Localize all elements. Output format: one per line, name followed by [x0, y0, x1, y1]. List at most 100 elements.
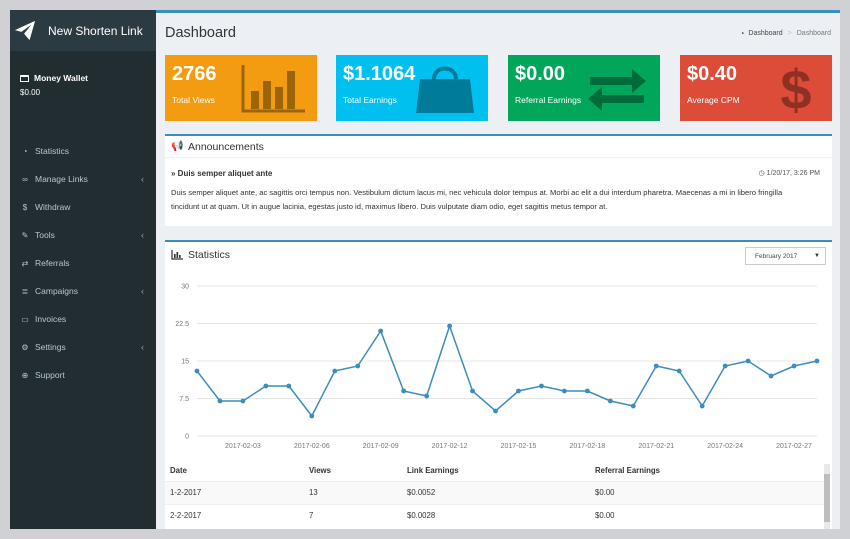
bar-chart-icon: [171, 250, 183, 260]
money-wallet: Money Wallet $0.00: [10, 51, 156, 137]
data-point: [722, 363, 728, 369]
sidebar-item-label: Settings: [35, 342, 66, 352]
total-earnings-box: $1.1064 Total Earnings: [336, 55, 488, 121]
x-tick-label: 2017-02-24: [707, 443, 743, 450]
referral-earnings-label: Referral Earnings: [515, 95, 582, 105]
data-point: [814, 358, 820, 364]
cell-views: 7: [304, 503, 402, 527]
data-point: [309, 413, 315, 419]
page-title: Dashboard: [165, 25, 236, 41]
average-cpm-value: $0.40: [687, 63, 738, 85]
bullhorn-icon: 📢: [171, 141, 184, 152]
sidebar-item-label: Support: [35, 370, 65, 380]
data-point: [791, 363, 797, 369]
data-point: [378, 328, 384, 334]
breadcrumb-home-link[interactable]: Dashboard: [748, 29, 783, 37]
sidebar-item-referrals[interactable]: ⇄ Referrals: [10, 249, 156, 277]
new-shorten-link-button[interactable]: New Shorten Link: [10, 10, 156, 51]
data-point: [768, 373, 774, 379]
svg-text:$: $: [780, 63, 811, 113]
column-header-referral-earnings: Referral Earnings: [590, 461, 825, 482]
statistics-title: Statistics: [188, 249, 231, 261]
sidebar-item-withdraw[interactable]: $ Withdraw: [10, 193, 156, 221]
data-point: [286, 383, 292, 389]
sidebar-item-label: Withdraw: [35, 202, 71, 212]
data-point: [516, 388, 521, 394]
sidebar-item-invoices[interactable]: ▭ Invoices: [10, 305, 156, 333]
announcement-body: Duis semper aliquet ante, ac sagittis or…: [171, 188, 783, 211]
cell-link-earnings: $0.0028: [402, 503, 590, 527]
sidebar-item-campaigns[interactable]: ≣ Campaigns ‹: [10, 277, 156, 305]
chevron-left-icon: ‹: [141, 174, 144, 184]
sidebar-item-label: Tools: [35, 230, 55, 240]
data-point: [562, 388, 567, 394]
referral-earnings-value: $0.00: [515, 63, 566, 85]
exchange-icon: [588, 69, 646, 111]
breadcrumb: ◔ Dashboard > Dashboard: [740, 29, 831, 38]
data-point: [584, 388, 590, 394]
referral-earnings-box: $0.00 Referral Earnings: [508, 55, 660, 121]
data-point: [194, 368, 200, 374]
column-header-link-earnings: Link Earnings: [402, 461, 590, 482]
sidebar: New Shorten Link Money Wallet $0.00 ◔ Sta…: [10, 10, 156, 529]
cell-referral-earnings: $0.00: [590, 480, 825, 504]
sidebar-item-manage-links[interactable]: ∞ Manage Links ‹: [10, 165, 156, 193]
x-tick-label: 2017-02-18: [569, 443, 605, 450]
sidebar-item-label: Invoices: [35, 314, 67, 324]
paper-plane-icon: [14, 20, 36, 40]
y-tick-label: 0: [185, 434, 189, 441]
sidebar-menu: ◔ Statistics ∞ Manage Links ‹ $ Withdraw ✎ To…: [10, 137, 156, 389]
total-earnings-label: Total Earnings: [343, 95, 397, 105]
chevron-left-icon: ‹: [141, 342, 144, 352]
data-point: [424, 393, 430, 399]
x-tick-label: 2017-02-03: [225, 443, 261, 450]
y-tick-label: 7.5: [179, 396, 189, 403]
wallet-title: Money Wallet: [34, 73, 88, 83]
scrollbar-thumb[interactable]: [824, 474, 830, 522]
total-earnings-value: $1.1064: [343, 63, 416, 85]
table-header-row: Date Views Link Earnings Referral Earnin…: [165, 461, 825, 482]
data-point: [332, 368, 338, 374]
y-tick-label: 30: [181, 284, 189, 291]
breadcrumb-current: Dashboard: [796, 29, 831, 37]
sidebar-item-tools[interactable]: ✎ Tools ‹: [10, 221, 156, 249]
sidebar-item-support[interactable]: ⊕ Support: [10, 361, 156, 389]
total-views-box: 2766 Total Views: [165, 55, 317, 121]
credit-card-icon: [20, 74, 29, 82]
new-shorten-link-label: New Shorten Link: [48, 23, 143, 38]
sidebar-item-statistics[interactable]: ◔ Statistics: [10, 137, 156, 165]
stat-boxes: 2766 Total Views $1.1064 Total Earnings: [165, 55, 832, 121]
dollar-icon: $: [780, 63, 811, 113]
statistics-table: Date Views Link Earnings Referral Earnin…: [165, 461, 825, 527]
main-content: Dashboard ◔ Dashboard > Dashboard 2766 T…: [156, 10, 840, 529]
sidebar-item-settings[interactable]: ⚙ Settings ‹: [10, 333, 156, 361]
announcement-date-text: 1/20/17, 3:26 PM: [766, 170, 820, 177]
data-point: [447, 323, 452, 329]
cell-date: 1-2-2017: [165, 480, 304, 504]
sidebar-item-label: Manage Links: [35, 174, 88, 184]
caret-down-icon: ▼: [814, 253, 820, 259]
cell-referral-earnings: $0.00: [590, 503, 825, 527]
statistics-panel: Statistics February 2017 ▼ 0 7.5 15 22.5 30 2…: [165, 240, 832, 529]
sidebar-item-label: Referrals: [35, 258, 70, 268]
dollar-icon: $: [22, 202, 28, 212]
data-point: [470, 388, 475, 394]
life-ring-icon: ⊕: [21, 370, 29, 380]
wrench-icon: ✎: [21, 230, 29, 240]
total-views-value: 2766: [172, 63, 217, 85]
chevron-left-icon: ‹: [141, 230, 144, 240]
month-select-value: February 2017: [755, 252, 798, 260]
data-point: [653, 363, 659, 369]
data-point: [263, 383, 269, 389]
data-point: [630, 403, 636, 409]
table-scrollbar[interactable]: [824, 464, 830, 529]
wallet-value: $0.00: [20, 88, 41, 97]
dashboard-icon: ◔: [739, 28, 745, 38]
month-select[interactable]: February 2017 ▼: [745, 247, 826, 265]
y-tick-label: 15: [181, 359, 189, 366]
average-cpm-box: $0.40 Average CPM $: [680, 55, 832, 121]
data-point: [699, 403, 705, 409]
breadcrumb-separator: >: [787, 29, 792, 37]
column-header-date: Date: [165, 461, 304, 482]
credit-card-icon: ▭: [21, 314, 29, 324]
